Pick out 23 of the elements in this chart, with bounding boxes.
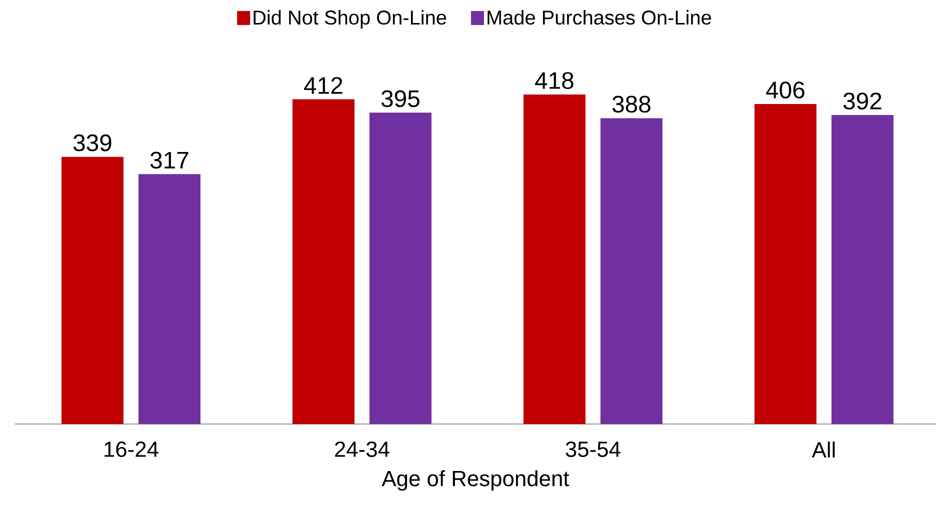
data-label: 395: [381, 90, 420, 108]
x-tick-label: 16-24: [104, 441, 158, 458]
data-label: 412: [304, 77, 342, 94]
x-tick-label: 24-34: [335, 441, 390, 458]
data-label: 406: [766, 82, 804, 98]
data-label: 339: [73, 134, 112, 152]
data-label: 418: [535, 72, 574, 90]
x-axis-title: Age of Respondent: [382, 470, 570, 491]
bar: [369, 112, 432, 424]
bar: [754, 104, 816, 424]
bar: [600, 118, 662, 424]
bar: [831, 115, 894, 424]
bar: [523, 94, 586, 424]
data-label: 388: [612, 96, 650, 113]
legend-label: Made Purchases On-Line: [488, 10, 711, 25]
bar: [61, 156, 124, 424]
legend-label: Did Not Shop On-Line: [254, 10, 446, 29]
x-tick-label: 35-54: [566, 441, 620, 458]
bar: [138, 174, 200, 424]
x-tick-label: All: [812, 441, 835, 458]
data-label: 392: [843, 92, 882, 110]
data-label: 317: [150, 152, 188, 169]
bar: [292, 99, 354, 424]
